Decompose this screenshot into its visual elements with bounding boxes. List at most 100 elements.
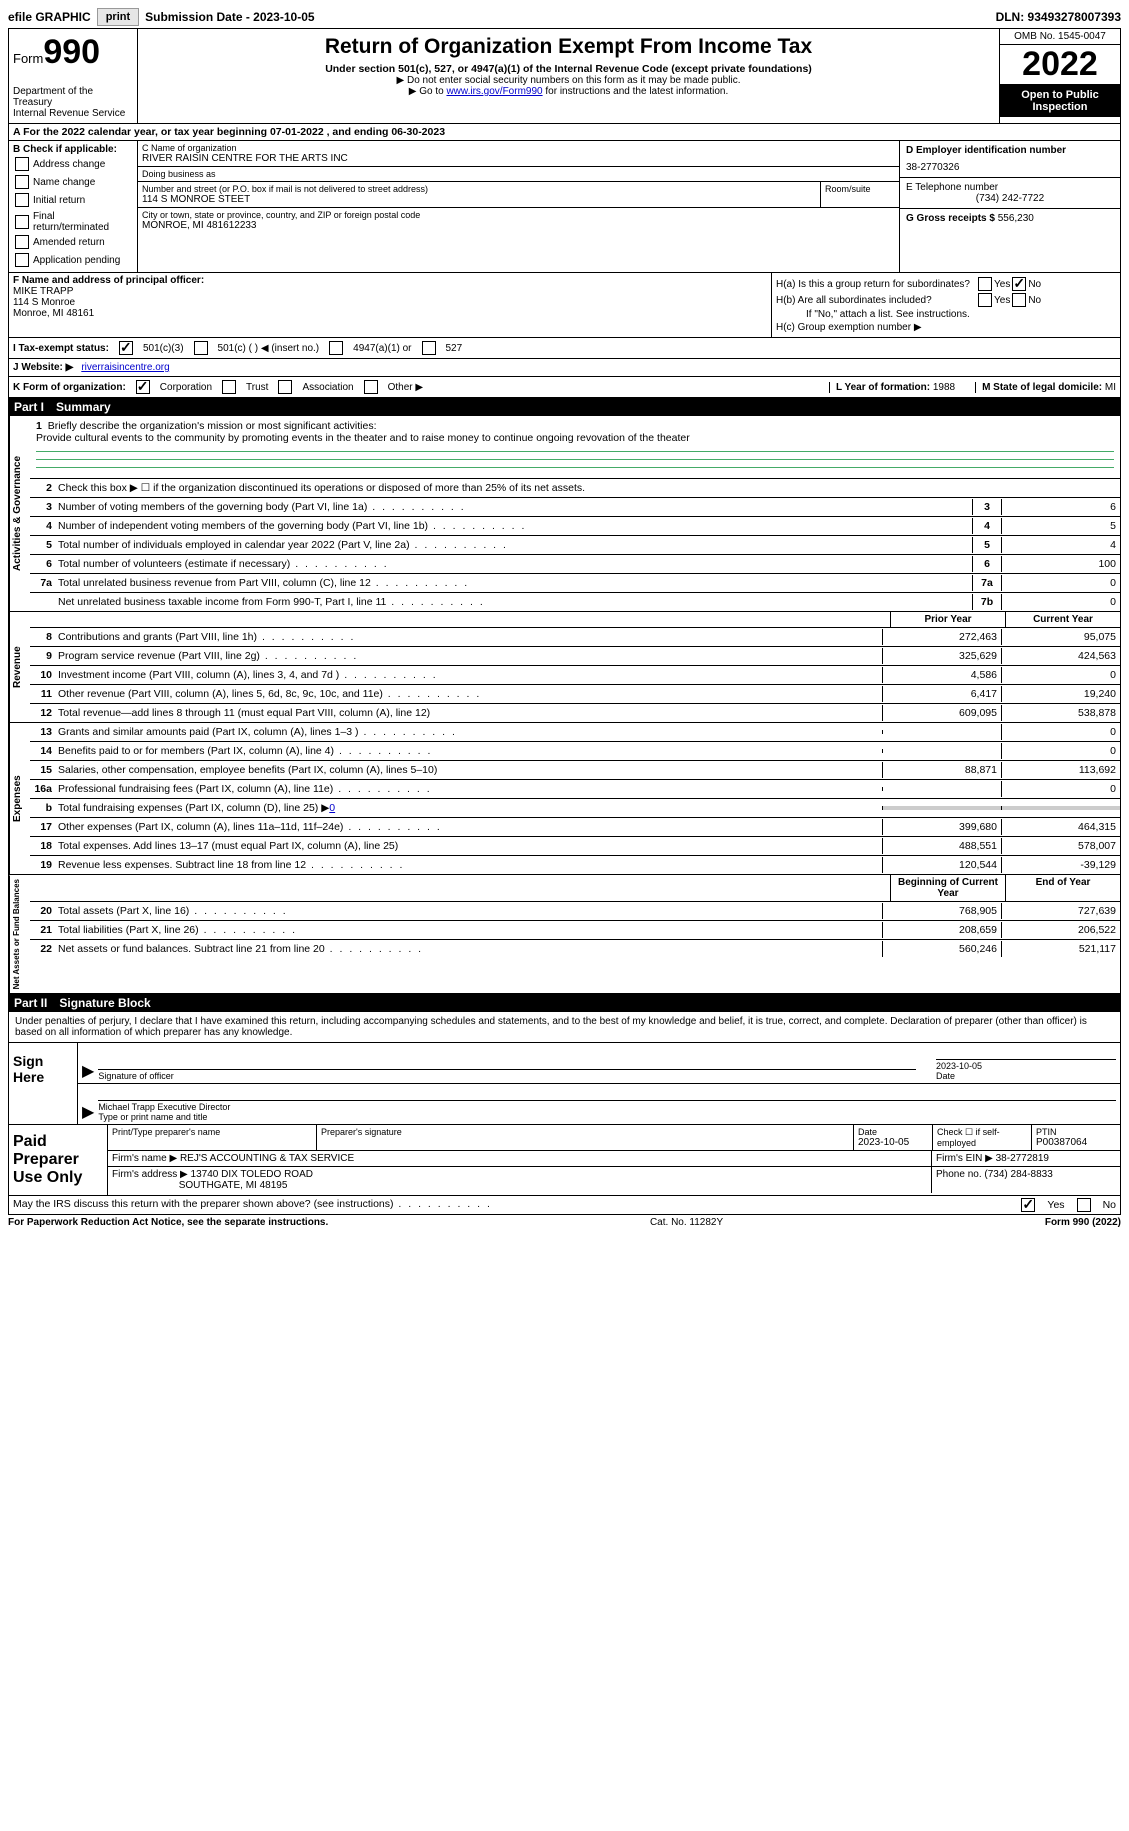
checkbox-application-pending[interactable] xyxy=(15,253,29,267)
discuss-yes-checkbox[interactable] xyxy=(1021,1198,1035,1212)
form-header: Form990 Department of the Treasury Inter… xyxy=(8,28,1121,124)
checkbox-final-return[interactable] xyxy=(15,215,29,229)
checkbox-501c3[interactable] xyxy=(119,341,133,355)
room-label: Room/suite xyxy=(821,182,899,207)
officer-name-title: Michael Trapp Executive Director xyxy=(98,1102,230,1112)
hb-no-checkbox[interactable] xyxy=(1012,293,1026,307)
street-label: Number and street (or P.O. box if mail i… xyxy=(142,184,816,194)
c-name-label: C Name of organization xyxy=(142,143,895,153)
submission-date: Submission Date - 2023-10-05 xyxy=(145,10,314,24)
checkbox-name-change[interactable] xyxy=(15,175,29,189)
part2-num: Part II xyxy=(14,996,47,1010)
tax-year: 2022 xyxy=(1000,45,1120,85)
gross-label: G Gross receipts $ xyxy=(906,213,995,224)
sig-arrow-icon: ▶ xyxy=(82,1102,94,1122)
discuss-row: May the IRS discuss this return with the… xyxy=(8,1196,1121,1215)
note-goto: ▶ Go to www.irs.gov/Form990 for instruct… xyxy=(144,86,993,97)
org-name: RIVER RAISIN CENTRE FOR THE ARTS INC xyxy=(142,153,895,164)
mission-text: Provide cultural events to the community… xyxy=(36,432,1114,444)
prior-year-hdr: Prior Year xyxy=(890,612,1005,627)
checkbox-initial-return[interactable] xyxy=(15,193,29,207)
block-f-h: F Name and address of principal officer:… xyxy=(8,273,1121,338)
ha-yes-checkbox[interactable] xyxy=(978,277,992,291)
row-k: K Form of organization: Corporation Trus… xyxy=(8,377,1121,398)
part1-num: Part I xyxy=(14,400,44,414)
v5: 4 xyxy=(1001,537,1120,553)
l7b: Net unrelated business taxable income fr… xyxy=(56,594,972,610)
column-h: H(a) Is this a group return for subordin… xyxy=(772,273,1120,337)
row-j: J Website: ▶ riverraisincentre.org xyxy=(8,359,1121,377)
form-ref: Form 990 (2022) xyxy=(1045,1217,1121,1228)
form-label: Form xyxy=(13,51,43,66)
part1-title: Summary xyxy=(56,400,111,414)
print-button[interactable]: print xyxy=(97,8,139,26)
checkbox-other[interactable] xyxy=(364,380,378,394)
l1-label: Briefly describe the organization's miss… xyxy=(48,420,377,432)
discuss-no-checkbox[interactable] xyxy=(1077,1198,1091,1212)
ha-label: H(a) Is this a group return for subordin… xyxy=(776,279,976,290)
line-a: A For the 2022 calendar year, or tax yea… xyxy=(8,124,1121,141)
header-left: Form990 Department of the Treasury Inter… xyxy=(9,29,138,123)
part1-header: Part I Summary xyxy=(8,398,1121,416)
ptin-value: P00387064 xyxy=(1036,1137,1116,1148)
form-number: 990 xyxy=(43,33,100,71)
l2: Check this box ▶ ☐ if the organization d… xyxy=(56,480,1120,496)
column-d: D Employer identification number 38-2770… xyxy=(900,141,1120,272)
sig-declaration: Under penalties of perjury, I declare th… xyxy=(9,1012,1120,1043)
dba-label: Doing business as xyxy=(142,169,895,179)
checkbox-trust[interactable] xyxy=(222,380,236,394)
ha-no-checkbox[interactable] xyxy=(1012,277,1026,291)
sig-officer-label: Signature of officer xyxy=(98,1069,916,1081)
checkbox-corporation[interactable] xyxy=(136,380,150,394)
side-netassets: Net Assets or Fund Balances xyxy=(9,875,30,993)
cat-no: Cat. No. 11282Y xyxy=(328,1217,1045,1228)
checkbox-address-change[interactable] xyxy=(15,157,29,171)
checkbox-amended[interactable] xyxy=(15,235,29,249)
bottom-line: For Paperwork Reduction Act Notice, see … xyxy=(8,1215,1121,1230)
city-value: MONROE, MI 481612233 xyxy=(142,220,895,231)
website-link[interactable]: riverraisincentre.org xyxy=(81,362,169,373)
firm-addr1: 13740 DIX TOLEDO ROAD xyxy=(191,1169,313,1180)
side-revenue: Revenue xyxy=(9,612,30,722)
v6: 100 xyxy=(1001,556,1120,572)
firm-addr2: SOUTHGATE, MI 48195 xyxy=(179,1180,288,1191)
sign-here-label: Sign Here xyxy=(9,1043,78,1124)
open-to-public: Open to Public Inspection xyxy=(1000,85,1120,117)
v4: 5 xyxy=(1001,518,1120,534)
firm-phone: (734) 284-8833 xyxy=(984,1169,1052,1180)
i-label: I Tax-exempt status: xyxy=(13,343,109,354)
j-label: J Website: ▶ xyxy=(13,362,73,373)
l6: Total number of volunteers (estimate if … xyxy=(56,556,972,572)
ein-value: 38-2770326 xyxy=(906,162,1114,173)
preparer-section: Paid Preparer Use Only Print/Type prepar… xyxy=(8,1125,1121,1196)
dln: DLN: 93493278007393 xyxy=(996,10,1121,24)
part2-header: Part II Signature Block xyxy=(8,994,1121,1012)
part2-title: Signature Block xyxy=(59,996,150,1010)
checkbox-527[interactable] xyxy=(422,341,436,355)
header-mid: Return of Organization Exempt From Incom… xyxy=(138,29,1000,123)
netassets-section: Net Assets or Fund Balances Beginning of… xyxy=(8,875,1121,994)
state-domicile: MI xyxy=(1105,382,1116,393)
checkbox-501c[interactable] xyxy=(194,341,208,355)
officer-addr2: Monroe, MI 48161 xyxy=(13,308,767,319)
checkbox-4947[interactable] xyxy=(329,341,343,355)
dept-treasury: Department of the Treasury xyxy=(13,86,133,108)
v3: 6 xyxy=(1001,499,1120,515)
efile-label: efile GRAPHIC xyxy=(8,10,91,24)
discuss-question: May the IRS discuss this return with the… xyxy=(13,1198,492,1212)
irs-link[interactable]: www.irs.gov/Form990 xyxy=(446,86,542,97)
revenue-section: Revenue Prior Year Current Year 8Contrib… xyxy=(8,612,1121,723)
tel-value: (734) 242-7722 xyxy=(906,193,1114,204)
note-ssn: ▶ Do not enter social security numbers o… xyxy=(144,75,993,86)
sig-arrow-icon: ▶ xyxy=(82,1061,94,1081)
firm-name: REJ'S ACCOUNTING & TAX SERVICE xyxy=(180,1153,354,1164)
begin-year-hdr: Beginning of Current Year xyxy=(890,875,1005,901)
f-label: F Name and address of principal officer: xyxy=(13,275,767,286)
k-label: K Form of organization: xyxy=(13,382,126,393)
paid-preparer-label: Paid Preparer Use Only xyxy=(9,1125,108,1195)
hb-yes-checkbox[interactable] xyxy=(978,293,992,307)
side-expenses: Expenses xyxy=(9,723,30,874)
hb-note: If "No," attach a list. See instructions… xyxy=(776,309,1116,320)
v7a: 0 xyxy=(1001,575,1120,591)
checkbox-association[interactable] xyxy=(278,380,292,394)
